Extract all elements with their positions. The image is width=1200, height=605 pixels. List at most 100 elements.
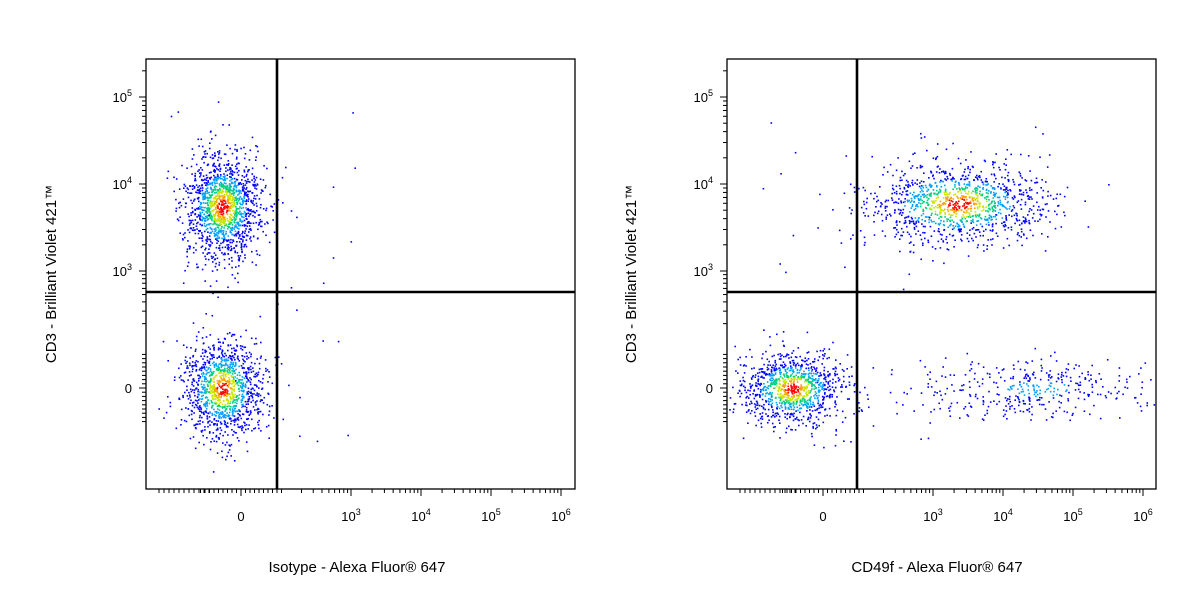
event-dot xyxy=(231,200,233,202)
event-dot xyxy=(216,375,218,377)
event-dot xyxy=(908,200,910,202)
event-dot xyxy=(204,231,206,233)
event-dot xyxy=(985,161,987,163)
event-dot xyxy=(257,408,259,410)
event-dot xyxy=(245,189,247,191)
event-dot xyxy=(219,152,221,154)
event-dot xyxy=(917,219,919,221)
event-dot xyxy=(775,365,777,367)
event-dot xyxy=(991,206,993,208)
event-dot xyxy=(231,164,233,166)
event-dot xyxy=(208,413,210,415)
event-dot xyxy=(245,153,247,155)
event-dot xyxy=(924,226,926,228)
event-dot xyxy=(227,214,229,216)
event-dot xyxy=(235,190,237,192)
event-dot xyxy=(206,366,208,368)
event-dot xyxy=(964,191,966,193)
event-dot xyxy=(228,373,230,375)
event-dot xyxy=(250,209,252,211)
event-dot xyxy=(252,397,254,399)
event-dot xyxy=(178,398,180,400)
event-dot xyxy=(219,342,221,344)
event-dot xyxy=(220,423,222,425)
event-dot xyxy=(986,248,988,250)
event-dot xyxy=(899,185,901,187)
event-dot xyxy=(246,371,248,373)
event-dot xyxy=(233,189,235,191)
event-dot xyxy=(1028,155,1030,157)
event-dot xyxy=(780,390,782,392)
event-dot xyxy=(260,316,262,318)
event-dot xyxy=(231,202,233,204)
event-dot xyxy=(920,167,922,169)
event-dot xyxy=(888,200,890,202)
event-dot xyxy=(268,437,270,439)
event-dot xyxy=(227,434,229,436)
event-dot xyxy=(958,228,960,230)
event-dot xyxy=(221,252,223,254)
event-dot xyxy=(224,410,226,412)
event-dot xyxy=(772,412,774,414)
event-dot xyxy=(214,189,216,191)
event-dot xyxy=(938,191,940,193)
event-dot xyxy=(806,391,808,393)
event-dot xyxy=(776,385,778,387)
event-dot xyxy=(264,397,266,399)
event-dot xyxy=(218,233,220,235)
event-dot xyxy=(913,209,915,211)
event-dot xyxy=(744,372,746,374)
event-dot xyxy=(238,257,240,259)
event-dot xyxy=(792,373,794,375)
event-dot xyxy=(285,167,287,169)
event-dot xyxy=(975,191,977,193)
event-dot xyxy=(197,423,199,425)
event-dot xyxy=(253,393,255,395)
event-dot xyxy=(787,386,789,388)
event-dot xyxy=(216,247,218,249)
event-dot xyxy=(255,404,257,406)
event-dot xyxy=(930,194,932,196)
event-dot xyxy=(256,188,258,190)
event-dot xyxy=(194,187,196,189)
event-dot xyxy=(936,190,938,192)
event-dot xyxy=(209,223,211,225)
event-dot xyxy=(852,234,854,236)
event-dot xyxy=(260,356,262,358)
event-dot xyxy=(784,376,786,378)
event-dot xyxy=(184,237,186,239)
event-dot xyxy=(186,361,188,363)
event-dot xyxy=(993,173,995,175)
event-dot xyxy=(241,390,243,392)
event-dot xyxy=(246,394,248,396)
event-dot xyxy=(201,373,203,375)
event-dot xyxy=(759,369,761,371)
event-dot xyxy=(351,241,353,243)
event-dot xyxy=(803,377,805,379)
event-dot xyxy=(964,171,966,173)
event-dot xyxy=(785,399,787,401)
event-dot xyxy=(969,214,971,216)
event-dot xyxy=(920,206,922,208)
event-dot xyxy=(791,387,793,389)
event-dot xyxy=(971,192,973,194)
event-dot xyxy=(795,387,797,389)
event-dot xyxy=(824,353,826,355)
event-dot xyxy=(193,247,195,249)
event-dot xyxy=(911,221,913,223)
event-dot xyxy=(929,185,931,187)
event-dot xyxy=(959,229,961,231)
event-dot xyxy=(187,395,189,397)
event-dot xyxy=(1018,200,1020,202)
event-dot xyxy=(231,362,233,364)
event-dot xyxy=(944,185,946,187)
event-dot xyxy=(242,187,244,189)
event-dot xyxy=(783,401,785,403)
event-dot xyxy=(257,254,259,256)
event-dot xyxy=(248,367,250,369)
event-dot xyxy=(227,220,229,222)
event-dot xyxy=(774,362,776,364)
event-dot xyxy=(774,426,776,428)
event-dot xyxy=(183,198,185,200)
event-dot xyxy=(210,380,212,382)
